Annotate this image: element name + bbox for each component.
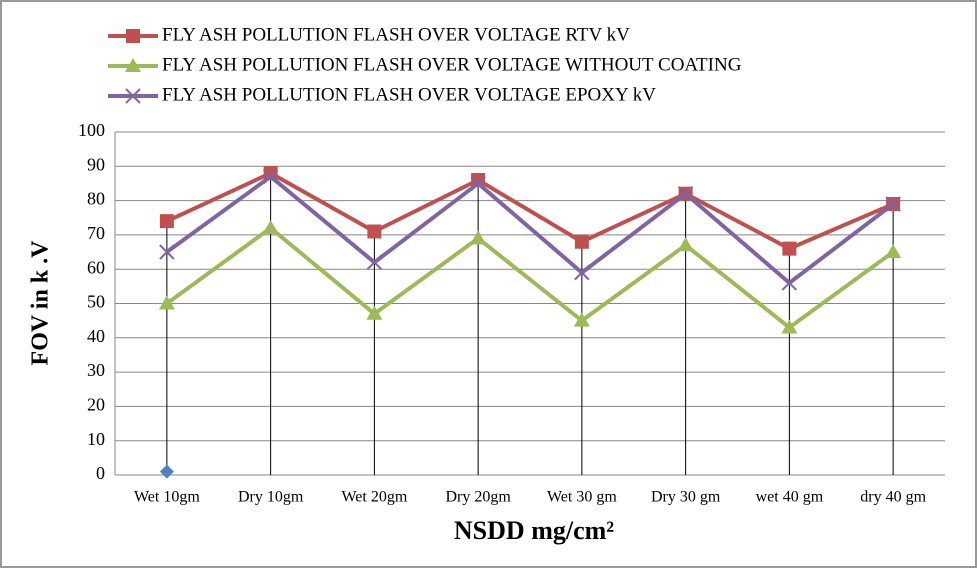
point <box>885 196 901 212</box>
point <box>159 464 174 479</box>
x-tick-label: Wet 10gm <box>134 489 200 506</box>
point <box>677 237 694 252</box>
series-line <box>166 171 894 251</box>
point <box>158 295 175 310</box>
point <box>159 244 175 260</box>
x-tick-label: Dry 10gm <box>238 489 304 506</box>
x-tick-label: Wet 30 gm <box>547 489 617 506</box>
y-axis-label: FOV in k .V <box>28 240 54 366</box>
x-tick-label: Dry 20gm <box>445 489 511 506</box>
y-tick-label: 70 <box>87 223 105 243</box>
point <box>159 214 174 229</box>
point <box>126 29 140 43</box>
point <box>262 168 279 185</box>
point <box>263 166 278 181</box>
series-line <box>165 226 895 330</box>
y-tick-label: 30 <box>87 360 105 380</box>
point <box>367 224 382 239</box>
y-tick-label: 20 <box>87 395 105 415</box>
y-tick-label: 100 <box>78 120 105 140</box>
point <box>677 186 694 202</box>
point <box>573 312 590 327</box>
point <box>782 241 797 256</box>
point <box>125 58 141 72</box>
y-tick-label: 50 <box>87 292 105 312</box>
point <box>470 175 486 192</box>
y-tick-label: 10 <box>87 429 105 449</box>
series-line <box>165 174 895 285</box>
legend-label: FLY ASH POLLUTION FLASH OVER VOLTAGE EPO… <box>162 84 656 105</box>
y-tick-label: 60 <box>87 257 105 277</box>
point <box>366 254 383 271</box>
x-axis-label: NSDD mg/cm² <box>454 516 614 545</box>
legend-label: FLY ASH POLLUTION FLASH OVER VOLTAGE RTV… <box>162 24 630 45</box>
x-tick-label: dry 40 gm <box>860 489 926 506</box>
y-tick-label: 90 <box>87 154 105 174</box>
point <box>262 220 279 235</box>
point <box>470 230 487 245</box>
y-tick-label: 40 <box>87 326 105 346</box>
point <box>781 275 798 291</box>
y-tick-label: 80 <box>87 189 105 209</box>
x-tick-label: wet 40 gm <box>756 489 824 506</box>
point <box>471 173 486 188</box>
point <box>125 88 141 104</box>
point <box>574 264 590 281</box>
point <box>885 244 902 259</box>
x-tick-label: Dry 30 gm <box>651 489 721 506</box>
legend-label: FLY ASH POLLUTION FLASH OVER VOLTAGE WIT… <box>162 54 742 75</box>
point <box>781 319 798 334</box>
point <box>366 305 383 320</box>
x-tick-label: Wet 20gm <box>341 489 407 506</box>
y-tick-label: 0 <box>96 463 105 483</box>
point <box>574 234 589 249</box>
